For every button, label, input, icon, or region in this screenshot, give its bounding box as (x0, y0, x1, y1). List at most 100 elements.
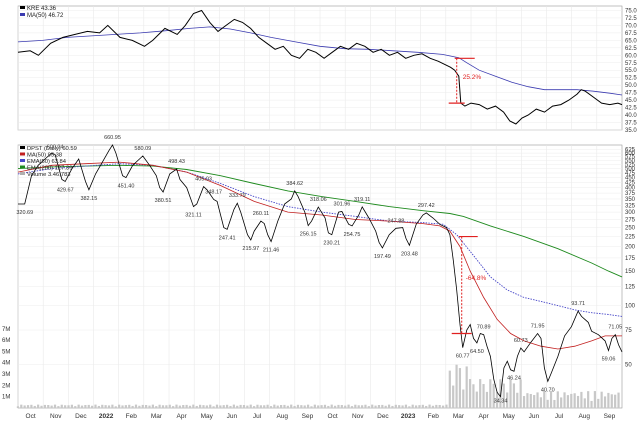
volume-bar (556, 391, 559, 408)
upper-y-tick-label: 40.0 (625, 113, 637, 119)
volume-bar (489, 379, 492, 408)
dpst-ma50-line (17, 161, 622, 350)
x-tick-label: Aug (578, 413, 590, 420)
volume-bar (70, 404, 73, 408)
volume-bar (502, 383, 505, 408)
volume-bar (256, 404, 259, 408)
upper-y-tick-label: 67.5 (625, 31, 637, 37)
volume-bar (428, 404, 431, 408)
lower-y-tick-label: 400 (625, 186, 636, 192)
price-label: 384.62 (286, 181, 303, 187)
volume-bar (607, 392, 610, 408)
volume-bar (111, 404, 114, 408)
volume-bar (43, 404, 46, 408)
dpst-price-line (18, 144, 623, 398)
volume-bar (350, 406, 354, 408)
volume-bar (161, 405, 165, 408)
volume-bar (310, 406, 313, 408)
volume-bar (128, 404, 131, 408)
volume-bar (205, 405, 208, 408)
lower-y-tick-label: 100 (625, 304, 636, 310)
volume-bar (462, 389, 465, 408)
price-label: 382.15 (80, 196, 97, 202)
volume-bar (418, 405, 421, 408)
volume-bar (185, 404, 188, 408)
volume-bar (286, 405, 289, 408)
volume-bar (283, 404, 286, 408)
price-label: 203.48 (401, 251, 418, 257)
x-tick-label: 2023 (401, 413, 416, 420)
lower-y-tick-label: 250 (625, 226, 636, 232)
volume-bar (16, 406, 19, 408)
volume-bar (131, 405, 134, 408)
volume-bar (583, 398, 586, 408)
x-tick-label: Jun (529, 413, 540, 420)
volume-bar (526, 393, 529, 408)
x-tick-label: Sep (604, 413, 616, 420)
upper-y-tick-label: 47.5 (625, 91, 637, 97)
volume-bar (499, 379, 502, 408)
price-label: 71.95 (531, 324, 545, 330)
volume-bar (357, 405, 360, 408)
volume-bar (188, 405, 192, 408)
volume-bar (482, 384, 485, 408)
volume-bar (40, 405, 43, 408)
volume-tick-label: 1M (2, 395, 10, 401)
volume-bar (124, 405, 127, 408)
volume-bar (603, 396, 607, 408)
volume-bar (23, 405, 26, 408)
volume-bar (337, 404, 340, 408)
x-axis: Oct Nov Dec 2022 Feb Mar Apr May Jun Jul Aug Sep Oct… (26, 413, 616, 420)
volume-bar (236, 405, 239, 408)
volume-bar (94, 404, 97, 408)
volume-bar (600, 391, 603, 408)
volume-bar (101, 404, 104, 408)
legend-label: MA(50) 46.72 (27, 13, 64, 19)
volume-bar (468, 379, 472, 408)
volume-bar (458, 368, 462, 408)
upper-y-tick-label: 65.0 (625, 38, 637, 44)
volume-bar (202, 405, 205, 408)
legend-swatch (20, 13, 25, 16)
volume-bar (610, 394, 613, 408)
legend-swatch (20, 6, 25, 9)
volume-bar (475, 391, 478, 408)
x-tick-label: Dec (377, 413, 389, 420)
volume-bar (246, 405, 249, 408)
legend-label: EMA(200) 127.39 (27, 166, 72, 172)
volume-bar (50, 405, 53, 408)
volume-bar (74, 406, 77, 408)
volume-bar (276, 405, 279, 408)
upper-y-tick-label: 75.0 (625, 8, 637, 14)
kre-price-line (17, 9, 623, 125)
volume-bar (215, 404, 219, 408)
volume-bar (506, 392, 509, 408)
volume-bar (330, 404, 333, 408)
volume-bar (492, 383, 495, 408)
volume-bar (226, 404, 229, 408)
price-label: 230.21 (323, 241, 340, 247)
volume-bar (371, 404, 374, 408)
price-label: 580.09 (134, 146, 151, 152)
x-tick-label: Apr (177, 413, 188, 420)
price-label: 405.03 (195, 177, 212, 183)
volume-bar (543, 391, 546, 408)
volume-bar (178, 405, 181, 408)
volume-bar (313, 404, 316, 408)
volume-bar (118, 404, 121, 408)
x-tick-label: Aug (276, 413, 288, 420)
lower-y-tick-label: 175 (625, 256, 636, 262)
volume-bar (398, 405, 401, 408)
volume-bar (516, 392, 519, 408)
volume-bar (391, 405, 394, 408)
price-label: 70.89 (477, 325, 491, 331)
volume-bar (448, 370, 451, 408)
drawdown-label: -64.8% (466, 275, 487, 282)
price-label: 348.17 (205, 189, 222, 195)
lower-y-tick-label: 375 (625, 191, 636, 197)
price-label: 34.34 (494, 399, 508, 405)
volume-bar (273, 404, 276, 408)
volume-bar (64, 405, 67, 408)
volume-bar (37, 404, 40, 408)
x-tick-label: Jul (253, 413, 262, 420)
